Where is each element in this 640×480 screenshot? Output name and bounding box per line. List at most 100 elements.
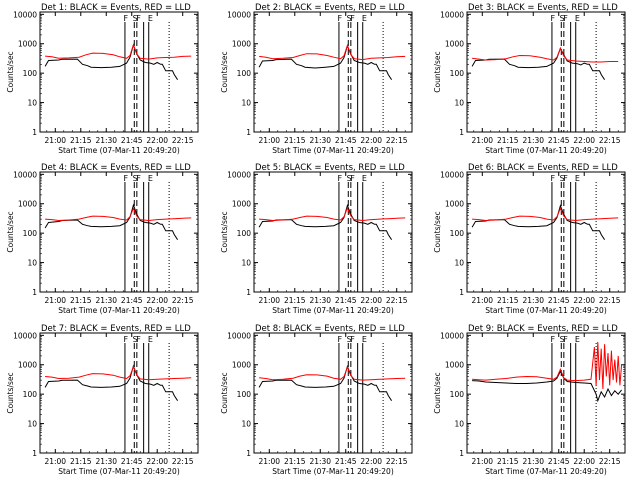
detector-panel-2: Det 2: BLACK = Events, RED = LLD 1 10 100 10… <box>220 3 413 155</box>
y-tick-label: 10000 <box>13 331 37 340</box>
panel-title: Det 6: BLACK = Events, RED = LLD <box>468 163 618 173</box>
x-tick-label: 22:00 <box>573 296 595 305</box>
x-tick-label: 21:00 <box>471 457 493 466</box>
event-marker-label: S <box>133 174 138 183</box>
event-marker-label: E <box>362 14 367 23</box>
event-marker-label: S <box>133 335 138 344</box>
y-tick-label: 10 <box>454 420 464 429</box>
y-tick-label: 10000 <box>13 10 37 19</box>
x-tick-label: 21:15 <box>497 457 519 466</box>
x-tick-label: 21:00 <box>471 136 493 145</box>
x-tick-label: 21:15 <box>284 457 306 466</box>
y-tick-label: 100 <box>23 229 38 238</box>
y-tick-label: 1000 <box>445 200 464 209</box>
event-marker-label: S <box>133 14 138 23</box>
y-tick-label: 100 <box>450 69 465 78</box>
event-marker-label: E <box>148 14 153 23</box>
event-marker-label: F <box>337 174 342 183</box>
panel-title: Det 8: BLACK = Events, RED = LLD <box>255 324 405 334</box>
event-marker-label: S <box>347 174 352 183</box>
x-tick-label: 21:30 <box>522 136 544 145</box>
x-tick-label: 22:00 <box>360 136 382 145</box>
x-tick-label: 22:00 <box>360 296 382 305</box>
y-tick-label: 10 <box>27 99 37 108</box>
y-tick-label: 10 <box>27 259 37 268</box>
y-tick-label: 10000 <box>440 10 464 19</box>
detector-panel-9: Det 9: BLACK = Events, RED = LLD 1 10 100 10… <box>433 324 626 476</box>
plot-frame <box>466 11 626 133</box>
x-tick-label: 21:45 <box>548 136 570 145</box>
x-tick-label: 21:30 <box>95 136 117 145</box>
x-tick-label: 21:00 <box>44 136 66 145</box>
event-marker-label: E <box>148 174 153 183</box>
x-tick-label: 21:00 <box>258 136 280 145</box>
y-tick-label: 10 <box>27 420 37 429</box>
x-axis-label: Start Time (07-Mar-11 20:49:20) <box>58 467 180 476</box>
y-tick-label: 10000 <box>13 170 37 179</box>
event-marker-label: E <box>362 174 367 183</box>
panel-title: Det 5: BLACK = Events, RED = LLD <box>255 163 405 173</box>
x-tick-label: 22:15 <box>599 457 621 466</box>
event-marker-label: E <box>575 335 580 344</box>
x-axis-label: Start Time (07-Mar-11 20:49:20) <box>58 306 180 315</box>
panel-title: Det 9: BLACK = Events, RED = LLD <box>468 324 618 334</box>
x-axis-label: Start Time (07-Mar-11 20:49:20) <box>485 146 607 155</box>
x-tick-label: 22:00 <box>360 457 382 466</box>
series-line-lld <box>472 207 619 222</box>
x-tick-label: 22:15 <box>386 457 408 466</box>
x-tick-label: 22:15 <box>599 296 621 305</box>
y-tick-label: 1 <box>459 288 464 297</box>
x-tick-label: 21:45 <box>121 296 143 305</box>
detector-panel-4: Det 4: BLACK = Events, RED = LLD 1 10 100 10… <box>6 163 199 315</box>
x-tick-label: 21:00 <box>471 296 493 305</box>
plot-frame <box>39 171 199 293</box>
panel-title: Det 1: BLACK = Events, RED = LLD <box>41 3 191 13</box>
x-tick-label: 21:30 <box>309 136 331 145</box>
x-tick-label: 21:30 <box>522 457 544 466</box>
y-tick-label: 1000 <box>232 40 251 49</box>
event-marker-label: F <box>550 335 555 344</box>
x-tick-label: 21:30 <box>522 296 544 305</box>
series-line-lld <box>45 43 192 60</box>
y-axis-label: Counts/sec <box>220 372 229 413</box>
x-axis-label: Start Time (07-Mar-11 20:49:20) <box>58 146 180 155</box>
detector-panel-7: Det 7: BLACK = Events, RED = LLD 1 10 100 10… <box>6 324 199 476</box>
series-line-events <box>44 203 179 240</box>
y-tick-label: 1000 <box>18 361 37 370</box>
y-tick-label: 1 <box>246 449 251 458</box>
y-tick-label: 10 <box>241 259 251 268</box>
y-tick-label: 1 <box>32 128 37 137</box>
series-line-lld <box>472 341 623 390</box>
series-line-lld <box>45 207 192 222</box>
y-tick-label: 1000 <box>445 40 464 49</box>
event-marker-label: F <box>563 14 568 23</box>
y-tick-label: 1 <box>246 128 251 137</box>
x-tick-label: 21:45 <box>335 136 357 145</box>
event-marker-label: F <box>136 335 141 344</box>
x-tick-label: 21:00 <box>44 296 66 305</box>
y-tick-label: 10000 <box>227 10 251 19</box>
y-axis-label: Counts/sec <box>6 51 15 92</box>
y-tick-label: 100 <box>237 390 252 399</box>
event-marker-label: F <box>350 174 355 183</box>
x-tick-label: 21:45 <box>335 296 357 305</box>
series-line-events <box>258 44 393 80</box>
series-line-events <box>472 370 622 403</box>
y-tick-label: 10 <box>241 99 251 108</box>
x-tick-label: 21:45 <box>548 457 570 466</box>
plot-frame <box>253 11 413 133</box>
event-marker-label: F <box>563 335 568 344</box>
y-tick-label: 100 <box>450 229 465 238</box>
x-tick-label: 21:15 <box>70 296 92 305</box>
event-marker-label: S <box>347 335 352 344</box>
y-axis-label: Counts/sec <box>6 211 15 252</box>
x-tick-label: 22:15 <box>386 136 408 145</box>
series-line-lld <box>259 365 406 381</box>
y-tick-label: 1000 <box>18 40 37 49</box>
plot-frame <box>39 332 199 454</box>
x-tick-label: 22:00 <box>146 296 168 305</box>
panel-title: Det 2: BLACK = Events, RED = LLD <box>255 3 405 13</box>
y-tick-label: 10000 <box>227 170 251 179</box>
x-tick-label: 21:30 <box>309 457 331 466</box>
